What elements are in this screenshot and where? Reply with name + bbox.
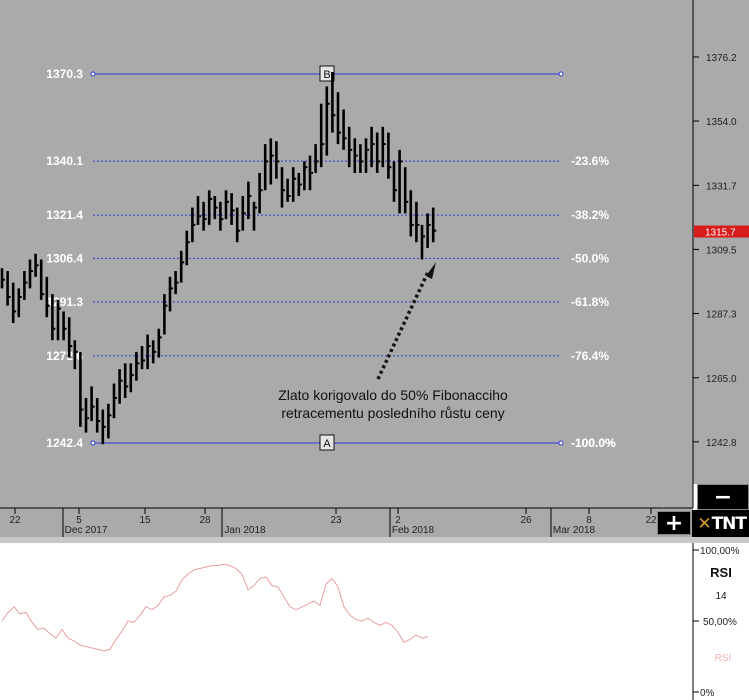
fib-price-label: 1340.1 xyxy=(46,154,83,168)
fib-percent-label: -76.4% xyxy=(571,349,609,363)
time-axis-label: 23 xyxy=(330,515,342,526)
panel-separator xyxy=(0,537,749,543)
fib-point-label: A xyxy=(323,438,331,450)
zoom-out-button[interactable]: − xyxy=(697,484,749,510)
tnt-logo: ✕ TNT xyxy=(692,510,749,537)
rsi-ghost-label: RSI xyxy=(715,653,732,664)
annotation: Zlato korigovalo do 50% Fibonacciho retr… xyxy=(278,262,508,421)
fib-price-label: 1370.3 xyxy=(46,67,83,81)
time-axis-label: 26 xyxy=(520,515,532,526)
fib-price-label: 1306.4 xyxy=(46,251,83,265)
logo-mark-icon: ✕ xyxy=(697,513,711,534)
current-price-marker: 1315.7 xyxy=(694,225,749,239)
price-axis-label: 1331.7 xyxy=(706,181,737,192)
fib-percent-label: -100.0% xyxy=(571,436,616,450)
price-axis-label: 1242.8 xyxy=(706,438,737,449)
time-axis: 22 5 15 28 23 2 26 8 22 Dec 2017 Jan 2018 Feb 2018 M… xyxy=(9,508,657,537)
price-panel-background xyxy=(0,0,693,508)
price-axis-background xyxy=(693,0,749,484)
fib-price-label: 1291.3 xyxy=(46,295,83,309)
annotation-arrow-line xyxy=(376,271,430,380)
rsi-label-50: 50,00% xyxy=(703,617,737,628)
time-axis-label: 8 xyxy=(586,515,592,526)
annotation-line-1: Zlato korigovalo do 50% Fibonacciho xyxy=(278,387,508,403)
price-axis: 1376.2 1354.0 1331.7 1309.5 1287.3 1265.0 1242… xyxy=(693,53,737,449)
time-axis-background xyxy=(0,508,693,538)
fib-percent-label: -23.6% xyxy=(571,154,609,168)
ohlc-series xyxy=(0,71,437,445)
rsi-axis-labels: 100,00% 50,00% 0% RSI 14 RSI xyxy=(700,546,740,699)
fib-percent-label: -61.8% xyxy=(571,295,609,309)
logo-text-icon: TNT xyxy=(711,513,747,534)
fib-anchor-handle xyxy=(558,71,564,77)
rsi-label-100: 100,00% xyxy=(700,546,740,557)
price-axis-label: 1354.0 xyxy=(706,117,737,128)
fib-percent-label: -100.0% xyxy=(571,436,616,450)
annotation-line-2: retracementu posledního růstu ceny xyxy=(281,405,504,421)
price-axis-label: 1287.3 xyxy=(706,309,737,320)
zoom-in-button[interactable]: + xyxy=(657,511,691,536)
fibonacci-retracement[interactable]: 1370.3 1340.1 -23.6% 1321.4 -38.2% 1306.4 -50.… xyxy=(46,65,616,451)
fib-point-box xyxy=(319,65,335,82)
fib-anchor-handle xyxy=(90,71,96,77)
time-axis-label: 5 xyxy=(76,515,82,526)
fib-point-box xyxy=(319,434,335,451)
rsi-title: RSI xyxy=(710,565,732,580)
month-label: Mar 2018 xyxy=(553,525,596,536)
rsi-polyline xyxy=(1,563,429,652)
month-label: Jan 2018 xyxy=(224,525,266,536)
month-label: Dec 2017 xyxy=(65,525,108,536)
rsi-line xyxy=(1,563,429,652)
rsi-period: 14 xyxy=(715,591,727,602)
rsi-axis-background xyxy=(693,543,749,700)
current-price-label: 1315.7 xyxy=(705,228,736,239)
month-label: Feb 2018 xyxy=(392,525,435,536)
fib-percent-label: -38.2% xyxy=(571,208,609,222)
fib-percent-label: -50.0% xyxy=(571,251,609,265)
rsi-panel-background xyxy=(0,543,693,700)
time-axis-label: 22 xyxy=(9,515,21,526)
annotation-arrowhead xyxy=(426,262,436,279)
time-axis-label: 15 xyxy=(139,515,151,526)
rsi-label-0: 0% xyxy=(700,688,715,699)
fib-point-label: B xyxy=(323,69,330,81)
time-axis-label: 22 xyxy=(645,515,657,526)
fib-anchor-handle xyxy=(90,440,96,446)
price-axis-label: 1265.0 xyxy=(706,374,737,385)
fib-price-label: 1321.4 xyxy=(46,208,83,222)
fib-anchor-handle xyxy=(558,440,564,446)
price-axis-label: 1376.2 xyxy=(706,53,737,64)
time-axis-label: 28 xyxy=(199,515,211,526)
fib-price-label: 1242.4 xyxy=(46,436,83,450)
time-axis-label: 2 xyxy=(395,515,401,526)
price-axis-label: 1309.5 xyxy=(706,245,737,256)
